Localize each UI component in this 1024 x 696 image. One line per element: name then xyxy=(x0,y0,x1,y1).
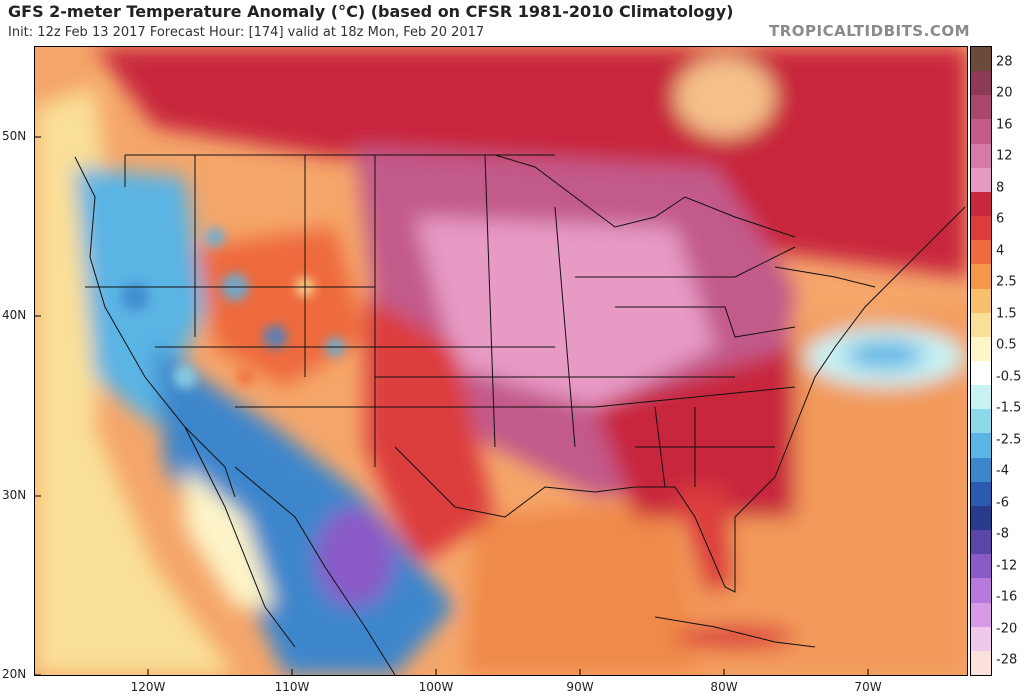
colorbar-segment xyxy=(971,119,991,145)
anomaly-map-svg xyxy=(35,47,967,675)
colorbar-segment xyxy=(971,626,991,652)
colorbar-label: -2.5 xyxy=(996,432,1022,448)
colorbar-segment xyxy=(971,530,991,555)
colorbar-segment xyxy=(971,481,991,507)
colorbar-label: -20 xyxy=(996,621,1018,637)
colorbar-label: 28 xyxy=(996,54,1013,70)
colorbar-segment xyxy=(971,216,991,241)
colorbar-segment xyxy=(971,47,991,72)
colorbar-segment xyxy=(971,71,991,96)
colorbar-label: -6 xyxy=(996,495,1009,511)
lon-label-100w: 100W xyxy=(418,680,454,694)
colorbar-label: -28 xyxy=(996,652,1018,668)
map-subtitle: Init: 12z Feb 13 2017 Forecast Hour: [17… xyxy=(8,25,485,40)
colorbar-segment xyxy=(971,457,991,483)
colorbar-label: 1.5 xyxy=(996,306,1017,322)
colorbar-segment xyxy=(971,385,991,410)
colorbar-segment xyxy=(971,336,991,362)
colorbar-segment xyxy=(971,409,991,434)
colorbar-label: -16 xyxy=(996,589,1018,605)
colorbar-segment xyxy=(971,143,991,169)
anomaly-field xyxy=(35,47,967,675)
colorbar-segment xyxy=(971,578,991,604)
colorbar-segment xyxy=(971,288,991,314)
colorbar-segment xyxy=(971,554,991,579)
anomaly-map xyxy=(34,46,968,676)
colorbar-label: -0.5 xyxy=(996,369,1022,385)
site-watermark: TROPICALTIDBITS.COM xyxy=(769,22,970,40)
colorbar-segment xyxy=(971,95,991,120)
map-title: GFS 2-meter Temperature Anomaly (°C) (ba… xyxy=(8,2,734,21)
lon-label-110w: 110W xyxy=(274,680,310,694)
colorbar-label: 0.5 xyxy=(996,337,1017,353)
colorbar-segment xyxy=(971,505,991,531)
colorbar-label: 16 xyxy=(996,117,1013,133)
lat-label-50n: 50N xyxy=(2,129,27,143)
lat-label-40n: 40N xyxy=(2,308,27,322)
lon-label-70w: 70W xyxy=(854,680,882,694)
colorbar xyxy=(970,46,992,676)
lat-label-30n: 30N xyxy=(2,488,27,502)
colorbar-label: -12 xyxy=(996,558,1018,574)
colorbar-segment xyxy=(971,361,991,386)
colorbar-segment xyxy=(971,264,991,290)
colorbar-label: 6 xyxy=(996,211,1005,227)
colorbar-segment xyxy=(971,602,991,628)
colorbar-segment xyxy=(971,191,991,217)
colorbar-label: -4 xyxy=(996,463,1009,479)
colorbar-segment xyxy=(971,240,991,265)
colorbar-label: 2.5 xyxy=(996,274,1017,290)
colorbar-segment xyxy=(971,433,991,459)
lat-label-20n: 20N xyxy=(2,667,27,681)
colorbar-segment xyxy=(971,167,991,193)
lon-label-120w: 120W xyxy=(130,680,166,694)
colorbar-label: 8 xyxy=(996,180,1005,196)
colorbar-label: -8 xyxy=(996,526,1009,542)
colorbar-label: 20 xyxy=(996,85,1013,101)
colorbar-label: 12 xyxy=(996,148,1013,164)
colorbar-segment xyxy=(971,312,991,338)
colorbar-label: 4 xyxy=(996,243,1005,259)
grid-ticks xyxy=(35,136,869,675)
lon-label-90w: 90W xyxy=(566,680,594,694)
colorbar-label: -1.5 xyxy=(996,400,1022,416)
lon-label-80w: 80W xyxy=(710,680,738,694)
colorbar-segment xyxy=(971,650,991,676)
boundary-lines xyxy=(74,154,966,675)
